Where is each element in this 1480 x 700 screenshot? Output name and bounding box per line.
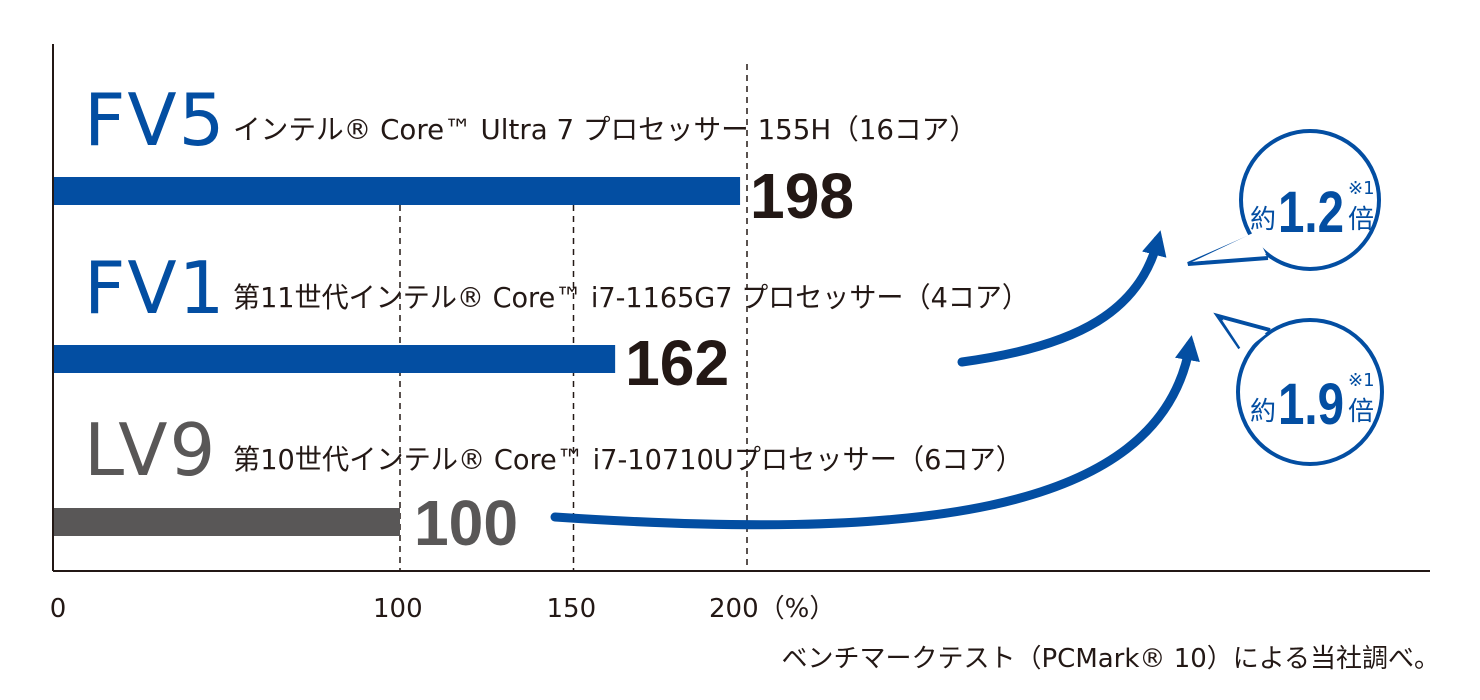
callout-bubble-1 [1239, 129, 1381, 271]
callout-layer: 約 1.2 ※1倍約 1.9 ※1倍 [1187, 129, 1384, 466]
arrow-layer [550, 230, 1200, 530]
callout-value-1: 1.2 [1278, 180, 1344, 245]
callout-value-2: 1.9 [1278, 372, 1344, 437]
bar-layer: FV5 インテル® Core™ Ultra 7 プロセッサー 155H（16コア）… [53, 78, 1029, 559]
bar-lv9 [53, 508, 400, 536]
callout-suffix-1: 倍 [1348, 205, 1374, 235]
bar-fv5 [53, 177, 741, 205]
value-label-fv5: 198 [750, 160, 854, 232]
arrow-lv9-to-fv5 [550, 335, 1200, 530]
callout-tail-fill-1 [1192, 232, 1266, 262]
callout-2: 約 1.9 ※1 倍 [1213, 312, 1384, 466]
callout-note-1: ※1 [1348, 178, 1375, 199]
x-tick-label-200: 200（%） [709, 594, 835, 624]
callout-note-2: ※1 [1348, 370, 1375, 391]
category-description-fv5: インテル® Core™ Ultra 7 プロセッサー 155H（16コア） [233, 113, 977, 146]
value-label-lv9: 100 [414, 487, 518, 559]
bar-fv1 [53, 345, 616, 373]
x-tick-label-150: 150 [547, 594, 597, 624]
arrow-fv1-to-fv5 [957, 230, 1167, 367]
value-label-fv1: 162 [625, 327, 729, 399]
grid-layer [399, 64, 748, 571]
category-label-fv1: FV1 [84, 246, 226, 330]
category-description-lv9: 第10世代インテル® Core™ i7-10710Uプロセッサー（6コア） [233, 443, 1023, 476]
axis-layer: 0 100 150 200（%） [50, 44, 1430, 624]
callout-suffix-2: 倍 [1348, 397, 1374, 427]
callout-prefix-2: 約 [1250, 397, 1276, 427]
source-note: ベンチマークテスト（PCMark® 10）による当社調べ。 [781, 644, 1440, 674]
callout-1: 約 1.2 ※1 倍 [1187, 129, 1381, 271]
callout-tail-fill-2 [1222, 320, 1266, 352]
callout-bubble-2 [1236, 318, 1384, 466]
x-tick-label-100: 100 [373, 594, 423, 624]
x-tick-label-0: 0 [50, 594, 67, 624]
category-description-fv1: 第11世代インテル® Core™ i7-1165G7 プロセッサー（4コア） [233, 281, 1029, 314]
category-label-fv5: FV5 [84, 78, 226, 162]
callout-prefix-1: 約 [1250, 205, 1276, 235]
category-label-lv9: LV9 [84, 408, 217, 492]
